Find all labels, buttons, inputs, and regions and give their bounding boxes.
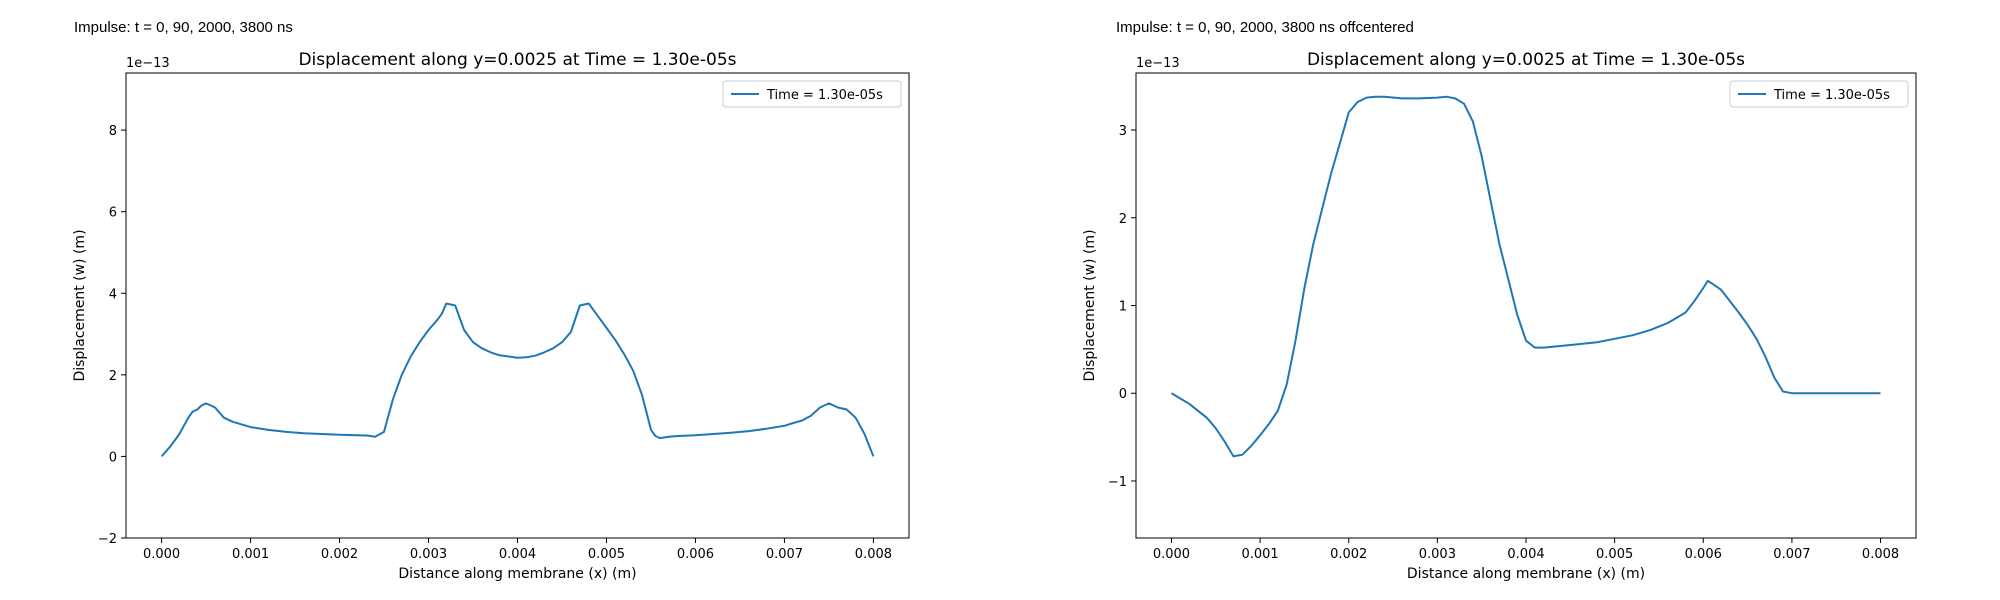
x-tick-label: 0.002 [321, 547, 358, 562]
y-tick-label: 0 [1119, 387, 1127, 402]
x-tick-label: 0.006 [1685, 547, 1722, 562]
y-tick-label: −1 [1108, 475, 1127, 490]
y-tick-label: 0 [109, 450, 117, 465]
x-tick-label: 0.005 [588, 547, 625, 562]
y-offset-label: 1e−13 [1136, 56, 1180, 71]
y-axis-label: Displacement (w) (m) [1082, 229, 1098, 381]
legend-label: Time = 1.30e-05s [1773, 88, 1890, 103]
plot-frame [125, 72, 910, 539]
series-line [1170, 95, 1881, 458]
x-tick-label: 0.003 [410, 547, 447, 562]
legend-label: Time = 1.30e-05s [766, 88, 883, 103]
panel-caption-left: Impulse: t = 0, 90, 2000, 3800 ns [74, 19, 293, 36]
x-tick-label: 0.001 [232, 547, 269, 562]
x-tick-label: 0.004 [1507, 547, 1544, 562]
legend: Time = 1.30e-05s [722, 80, 902, 108]
legend: Time = 1.30e-05s [1729, 80, 1909, 108]
legend-box [722, 80, 902, 108]
x-axis-label: Distance along membrane (x) (m) [398, 566, 636, 582]
y-tick-label: 1 [1119, 300, 1127, 315]
y-tick-label: 2 [109, 369, 117, 384]
y-tick-label: 8 [109, 124, 117, 139]
chart-title: Displacement along y=0.0025 at Time = 1.… [1307, 50, 1745, 70]
y-tick-label: −2 [98, 532, 117, 547]
y-offset-label: 1e−13 [126, 56, 170, 71]
y-tick-label: 2 [1119, 212, 1127, 227]
x-tick-label: 0.005 [1596, 547, 1633, 562]
y-axis-label: Displacement (w) (m) [72, 229, 88, 381]
legend-box [1729, 80, 1909, 108]
x-tick-label: 0.000 [143, 547, 180, 562]
chart-title: Displacement along y=0.0025 at Time = 1.… [298, 50, 736, 70]
y-tick-label: 4 [109, 287, 117, 302]
x-tick-label: 0.007 [766, 547, 803, 562]
x-tick-label: 0.000 [1153, 547, 1190, 562]
chart-right: Displacement along y=0.0025 at Time = 1.… [1082, 50, 1917, 582]
x-tick-label: 0.003 [1419, 547, 1456, 562]
chart-left: Displacement along y=0.0025 at Time = 1.… [72, 50, 910, 582]
panel-caption-right: Impulse: t = 0, 90, 2000, 3800 ns offcen… [1116, 19, 1414, 36]
x-tick-label: 0.002 [1330, 547, 1367, 562]
x-tick-label: 0.008 [1862, 547, 1899, 562]
y-tick-label: 3 [1119, 124, 1127, 139]
x-tick-label: 0.001 [1241, 547, 1278, 562]
x-axis-label: Distance along membrane (x) (m) [1407, 566, 1645, 582]
plot-frame [1135, 72, 1917, 539]
x-tick-label: 0.008 [855, 547, 892, 562]
y-tick-label: 6 [109, 206, 117, 221]
x-tick-label: 0.007 [1773, 547, 1810, 562]
x-tick-label: 0.004 [499, 547, 536, 562]
series-line [160, 302, 875, 458]
x-tick-label: 0.006 [677, 547, 714, 562]
